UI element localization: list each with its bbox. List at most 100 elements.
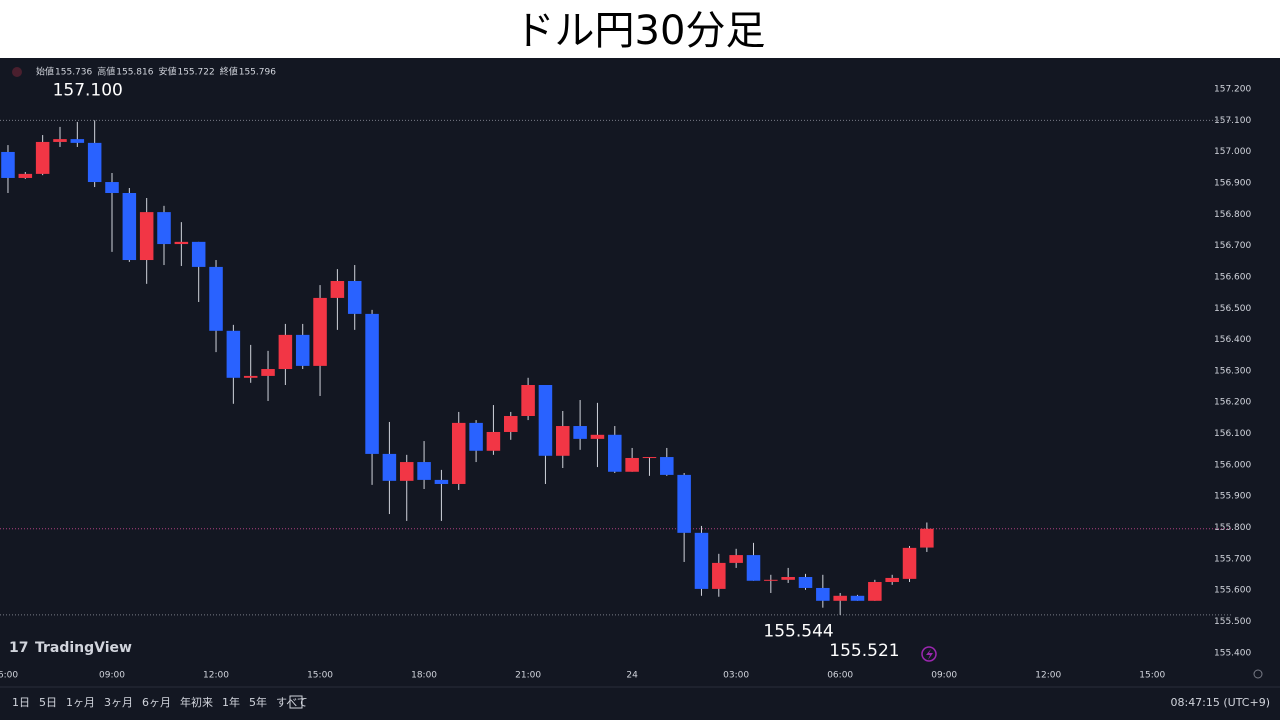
candle-body — [122, 192, 137, 261]
y-tick-label: 156.100 — [1214, 429, 1251, 439]
candle-body — [902, 547, 917, 579]
timeframe-button[interactable]: 3ヶ月 — [104, 696, 133, 709]
candle-body — [538, 384, 553, 456]
timeframe-button[interactable]: 1日 — [12, 696, 30, 709]
x-tick-label: 15:00 — [1139, 671, 1165, 681]
x-tick-label: 24 — [626, 671, 638, 681]
y-tick-label: 156.900 — [1214, 178, 1251, 188]
y-tick-label: 156.000 — [1214, 460, 1251, 470]
x-tick-label: 09:00 — [931, 671, 957, 681]
y-tick-label: 156.500 — [1214, 304, 1251, 314]
candle-body — [399, 462, 414, 481]
candle-body — [920, 528, 934, 548]
candle-body — [556, 426, 570, 456]
x-tick-label: 18:00 — [411, 671, 437, 681]
candle-body — [816, 587, 830, 601]
y-tick-label: 155.600 — [1214, 586, 1251, 596]
y-tick-label: 157.100 — [1214, 116, 1251, 126]
timeframe-button[interactable]: 5日 — [39, 696, 57, 709]
x-tick-label: 09:00 — [99, 671, 125, 681]
y-tick-label: 156.200 — [1214, 398, 1251, 408]
candle-body — [209, 266, 223, 331]
candle-body — [850, 595, 865, 601]
timeframe-button[interactable]: 1年 — [222, 695, 240, 709]
timeframe-button[interactable]: 6ヶ月 — [142, 696, 171, 709]
candle-body — [191, 241, 206, 267]
candle-body — [243, 375, 258, 378]
candle-body — [226, 330, 241, 378]
y-tick-label: 156.600 — [1214, 272, 1251, 282]
y-tick-label: 156.300 — [1214, 366, 1251, 376]
header — [0, 0, 1280, 58]
candle-body — [677, 474, 691, 533]
x-tick-label: 15:00 — [307, 671, 333, 681]
candle-body — [174, 241, 189, 245]
candle-body — [729, 555, 743, 563]
candle-body — [330, 281, 345, 298]
x-tick-label: 12:00 — [203, 671, 229, 681]
candle-body — [157, 212, 171, 245]
y-tick-label: 155.400 — [1214, 648, 1251, 658]
candle-body — [885, 577, 899, 583]
candle-body — [746, 555, 761, 581]
candle-body — [105, 182, 119, 193]
candle-body — [70, 139, 85, 143]
candle-body — [278, 334, 293, 370]
chart-title: ドル円30分足 — [515, 8, 766, 54]
date-range-icon[interactable] — [289, 695, 303, 709]
y-tick-label: 155.900 — [1214, 492, 1251, 502]
candle-body — [642, 457, 657, 459]
candle-body — [469, 422, 483, 451]
y-tick-label: 156.700 — [1214, 241, 1251, 251]
legend-label: 始値 — [36, 66, 54, 78]
candle-body — [781, 577, 795, 580]
legend-value: 155.722 — [177, 68, 214, 78]
legend-label: 安値 — [158, 66, 176, 78]
candle-body — [295, 334, 310, 366]
settings-icon[interactable] — [1253, 669, 1263, 679]
candle-body — [347, 281, 362, 314]
candle-body — [139, 212, 154, 261]
y-tick-label: 155.500 — [1214, 617, 1251, 627]
brand-logo: 𝟭𝟳 — [9, 640, 28, 656]
candle-body — [694, 532, 709, 589]
x-tick-label: 06:00 — [827, 671, 853, 681]
timeframe-button[interactable]: すべて — [276, 696, 308, 709]
alert-icon — [921, 646, 937, 662]
y-tick-label: 156.400 — [1214, 335, 1251, 345]
candle-body — [313, 297, 327, 366]
timeframe-button[interactable]: 1ヶ月 — [66, 696, 95, 709]
candle-body — [608, 434, 622, 472]
brand: TradingView — [35, 640, 132, 656]
legend-label: 終値 — [220, 66, 238, 78]
candle-body — [486, 431, 501, 451]
x-tick-label: 12:00 — [1035, 671, 1061, 681]
candle-body — [573, 426, 587, 439]
candle-body — [53, 139, 67, 142]
annotation-label: 157.100 — [53, 80, 123, 100]
annotation-label: 155.521 — [829, 641, 899, 661]
candle-body — [504, 416, 518, 432]
candle-body — [261, 369, 275, 376]
x-tick-label: 03:00 — [723, 671, 749, 681]
y-tick-label: 157.000 — [1214, 147, 1251, 157]
y-tick-label: 155.800 — [1214, 523, 1251, 533]
candle-body — [868, 582, 882, 601]
plot-background — [0, 58, 1280, 720]
candle-body — [625, 457, 639, 472]
candle-body — [365, 313, 379, 454]
y-tick-label: 156.800 — [1214, 210, 1251, 220]
candle-body — [764, 579, 778, 581]
candle-body — [1, 151, 15, 178]
clock: 08:47:15 (UTC+9) — [1170, 696, 1270, 709]
legend-value: 155.736 — [55, 68, 92, 78]
candle-body — [521, 384, 535, 417]
timeframe-button[interactable]: 年初来 — [180, 695, 213, 709]
candle-body — [434, 479, 449, 484]
annotation-label: 155.544 — [763, 622, 833, 642]
timeframe-button[interactable]: 5年 — [249, 695, 267, 709]
candle-body — [798, 577, 813, 588]
x-tick-label: 6:00 — [0, 671, 18, 681]
